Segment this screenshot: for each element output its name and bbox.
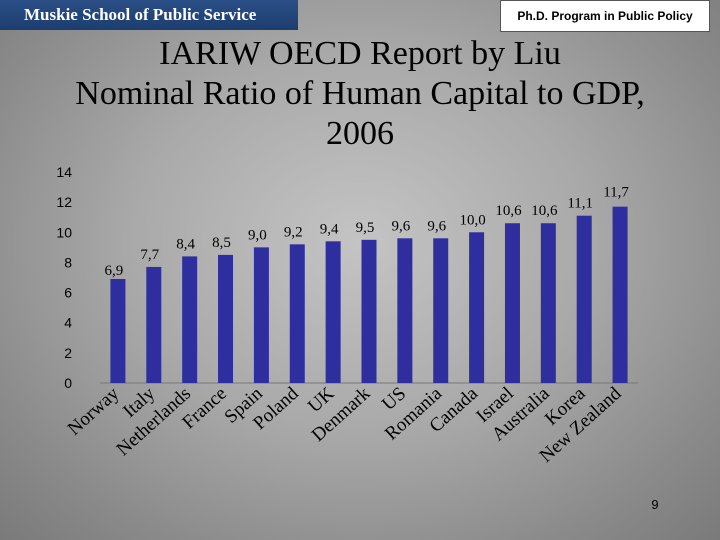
value-label: 6,9 [105,263,124,279]
value-label: 9,6 [427,218,446,234]
value-label: 10,6 [531,203,558,219]
bar-us [397,238,413,383]
value-label: 9,0 [248,227,267,243]
bar-italy [146,266,162,383]
y-tick-label: 14 [56,164,72,180]
bar-romania [433,238,449,383]
y-tick-label: 12 [56,194,72,210]
value-label: 10,0 [459,212,485,228]
page-number: 9 [651,497,659,512]
value-label: 8,5 [212,235,231,251]
value-label: 10,6 [495,203,522,219]
bar-uk [325,241,341,383]
chart-title: IARIW OECD Report by Liu Nominal Ratio o… [0,34,720,154]
value-label: 7,7 [140,247,159,263]
y-tick-label: 8 [64,254,72,270]
bar-korea [576,215,592,383]
value-label: 9,5 [356,220,375,236]
bar-canada [469,232,485,383]
chart-title-line-1: IARIW OECD Report by Liu [159,35,561,72]
bar-denmark [361,239,377,383]
chart-title-line-2: Nominal Ratio of Human Capital to GDP, [75,75,645,112]
value-label: 11,7 [603,185,629,201]
category-label: Norway [64,383,124,440]
bar-australia [540,223,556,383]
bar-new-zealand [612,206,628,383]
value-label: 9,6 [391,218,410,234]
bar-poland [289,244,305,383]
y-tick-label: 2 [64,345,72,361]
value-label: 9,4 [320,221,339,237]
bar-israel [504,223,520,383]
value-label: 9,2 [284,224,303,240]
value-label: 11,1 [567,196,593,212]
bar-netherlands [182,256,198,383]
y-tick-label: 10 [56,224,72,240]
chart-title-line-3: 2006 [326,115,394,152]
school-header: Muskie School of Public Service [0,0,298,30]
y-tick-label: 6 [64,285,72,301]
bar-france [218,254,234,383]
bar-norway [110,279,126,383]
bar-spain [253,247,269,383]
value-label: 8,4 [176,236,195,252]
program-header: Ph.D. Program in Public Policy [500,0,710,32]
y-tick-label: 0 [64,375,72,391]
y-tick-label: 4 [64,315,72,331]
